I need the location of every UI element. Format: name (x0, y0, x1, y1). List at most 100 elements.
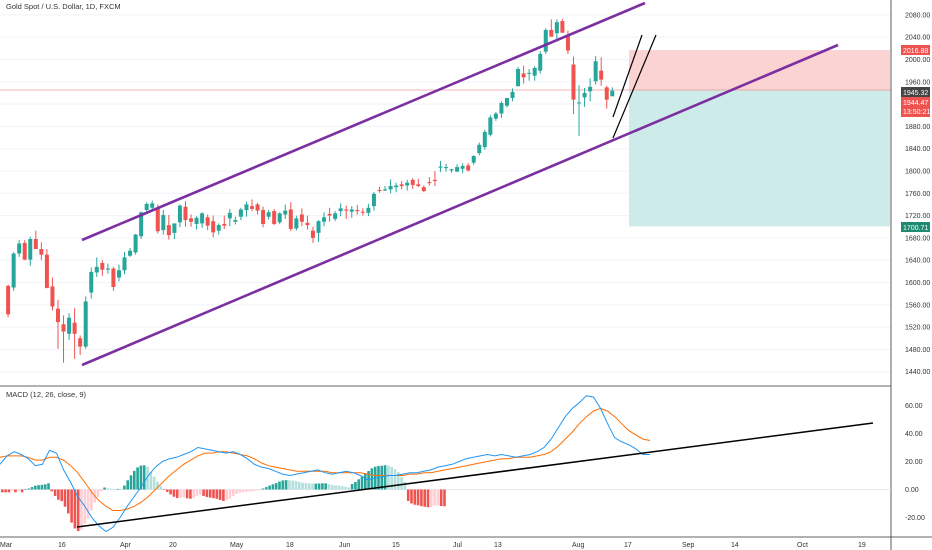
candle[interactable] (61, 324, 66, 332)
candle[interactable] (477, 144, 482, 154)
candle[interactable] (466, 165, 471, 171)
candle[interactable] (310, 230, 315, 238)
candle[interactable] (588, 86, 593, 92)
candlestick-series[interactable] (6, 18, 615, 363)
candle[interactable] (294, 218, 299, 229)
candle[interactable] (194, 217, 199, 224)
candle[interactable] (344, 209, 349, 211)
candle[interactable] (388, 186, 393, 190)
candle[interactable] (22, 242, 27, 260)
candle[interactable] (521, 73, 526, 78)
candle[interactable] (493, 113, 498, 119)
candle[interactable] (44, 254, 49, 289)
signal-line[interactable] (0, 407, 651, 511)
candle[interactable] (78, 338, 83, 347)
candle[interactable] (327, 213, 332, 216)
candle[interactable] (11, 253, 16, 288)
candle[interactable] (205, 217, 210, 226)
candle[interactable] (17, 243, 22, 254)
candle[interactable] (482, 131, 487, 148)
candle[interactable] (383, 189, 388, 191)
candle[interactable] (366, 207, 371, 213)
candle[interactable] (316, 221, 321, 233)
candle[interactable] (455, 167, 460, 172)
candle[interactable] (83, 301, 88, 347)
candle[interactable] (460, 165, 465, 169)
candle[interactable] (172, 223, 177, 233)
candle[interactable] (416, 184, 421, 187)
candle[interactable] (305, 222, 310, 226)
candle[interactable] (233, 220, 238, 222)
candle[interactable] (338, 208, 343, 212)
candle[interactable] (50, 286, 55, 307)
candle[interactable] (216, 225, 221, 231)
trend-drawings[interactable] (81, 1, 839, 367)
candle[interactable] (543, 29, 548, 52)
candle[interactable] (405, 182, 410, 186)
candle[interactable] (443, 167, 448, 169)
candle[interactable] (421, 187, 426, 192)
candle[interactable] (554, 22, 559, 34)
candle[interactable] (593, 61, 598, 82)
candle[interactable] (538, 53, 543, 71)
candle[interactable] (277, 213, 282, 223)
take-profit-zone[interactable] (629, 89, 890, 227)
candle[interactable] (244, 204, 249, 211)
candle[interactable] (55, 308, 60, 323)
channel-lower-line[interactable] (81, 43, 839, 367)
candle[interactable] (394, 185, 399, 188)
candle[interactable] (377, 189, 382, 191)
candle[interactable] (288, 209, 293, 229)
candle[interactable] (599, 70, 604, 80)
candle[interactable] (161, 215, 166, 231)
channel-upper-line[interactable] (81, 1, 646, 242)
macd-trendline[interactable] (76, 422, 874, 528)
candle[interactable] (222, 223, 227, 226)
candle[interactable] (432, 179, 437, 182)
candle[interactable] (122, 257, 127, 271)
candle[interactable] (427, 182, 432, 184)
candle[interactable] (155, 207, 160, 232)
candle[interactable] (249, 206, 254, 209)
candle[interactable] (89, 271, 94, 293)
wedge-upper-line[interactable] (612, 34, 643, 118)
candle[interactable] (560, 21, 565, 33)
candle[interactable] (322, 217, 327, 222)
candle[interactable] (532, 67, 537, 76)
candle[interactable] (272, 211, 277, 224)
candle[interactable] (255, 204, 260, 211)
candle[interactable] (200, 213, 205, 224)
candle[interactable] (565, 36, 570, 51)
candle[interactable] (266, 212, 271, 217)
candle[interactable] (577, 102, 582, 104)
candle[interactable] (499, 102, 504, 114)
candle[interactable] (100, 262, 105, 270)
candle[interactable] (128, 250, 133, 256)
candle[interactable] (139, 212, 144, 237)
candle[interactable] (299, 214, 304, 222)
wedge-lower-line[interactable] (612, 34, 657, 139)
candle[interactable] (527, 72, 532, 74)
candle[interactable] (133, 234, 138, 253)
candle[interactable] (33, 239, 38, 250)
candle[interactable] (211, 221, 216, 233)
candle[interactable] (399, 184, 404, 187)
candle[interactable] (360, 211, 365, 213)
candle[interactable] (144, 203, 149, 211)
candle[interactable] (116, 270, 121, 278)
candle[interactable] (72, 322, 77, 334)
candle[interactable] (582, 92, 587, 98)
candle[interactable] (6, 285, 11, 315)
candle[interactable] (410, 179, 415, 185)
time-axis[interactable]: Mar 16 Apr 20 May 18 Jun 15 Jul 13 Aug 17 Sep 14 Oct 19 (0, 542, 866, 549)
candle[interactable] (177, 205, 182, 223)
stop-loss-zone[interactable] (629, 50, 890, 90)
candle[interactable] (504, 97, 509, 106)
candle[interactable] (111, 268, 116, 287)
candle[interactable] (549, 29, 554, 37)
candle[interactable] (105, 268, 110, 270)
macd-pane[interactable] (0, 395, 891, 533)
candle[interactable] (604, 87, 609, 100)
candle[interactable] (371, 193, 376, 207)
macd-line[interactable] (0, 395, 650, 533)
